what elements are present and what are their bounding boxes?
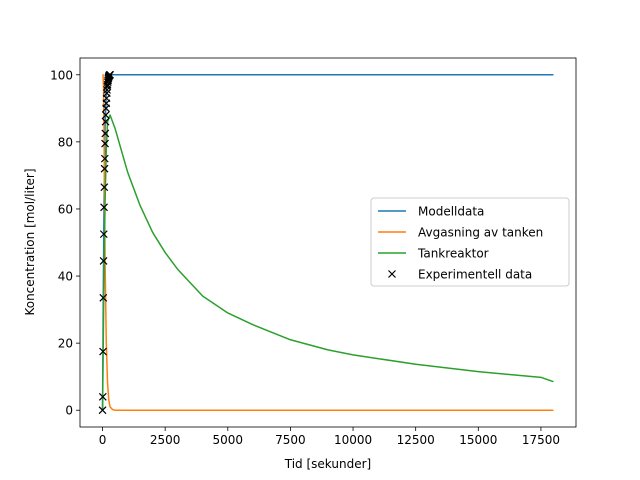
- data-point-marker: [106, 70, 114, 79]
- data-point-marker: [100, 164, 109, 173]
- y-tick-label: 40: [58, 270, 73, 284]
- data-point-marker: [100, 203, 108, 212]
- x-tick-label: 5000: [213, 433, 244, 447]
- legend: Modelldata Avgasning av tanken Tankreaktor…: [370, 197, 570, 287]
- legend-label: Experimentell data: [418, 268, 532, 282]
- axes: 0 2500 5000 7500 10000 12500 15000 17500 0 20 40 60…: [50, 57, 577, 447]
- series-group: [98, 70, 554, 415]
- data-point-marker: [98, 406, 107, 415]
- x-tick-label: 15000: [459, 433, 497, 447]
- x-tick-label: 12500: [397, 433, 435, 447]
- x-axis-label: Tid [sekunder]: [284, 457, 371, 471]
- y-tick-label: 0: [65, 404, 73, 418]
- axes-frame: [79, 57, 577, 428]
- plot-area: [98, 70, 554, 415]
- data-point-marker: [101, 111, 110, 119]
- legend-label: Modelldata: [418, 205, 484, 219]
- data-point-marker: [101, 117, 110, 126]
- data-point-marker: [102, 89, 111, 98]
- legend-label: Tankreaktor: [417, 247, 489, 261]
- x-tick-label: 0: [99, 433, 107, 447]
- legend-label: Avgasning av tanken: [418, 226, 543, 240]
- legend-marker-swatch: [388, 270, 396, 278]
- data-point-marker: [100, 154, 109, 163]
- x-tick-label: 17500: [522, 433, 560, 447]
- data-point-marker: [99, 347, 107, 356]
- x-tick-label: 2500: [150, 433, 181, 447]
- legend-box: [370, 197, 570, 287]
- y-tick-label: 80: [58, 135, 73, 149]
- y-axis-label: Koncentration [mol/liter]: [23, 168, 37, 315]
- data-point-marker: [98, 392, 107, 401]
- data-point-marker: [101, 129, 110, 138]
- data-point-marker: [100, 183, 109, 192]
- y-tick-label: 100: [50, 68, 73, 82]
- x-tick-label: 10000: [334, 433, 372, 447]
- data-point-marker: [101, 139, 109, 148]
- y-tick-label: 60: [58, 202, 73, 216]
- data-point-marker: [99, 230, 108, 239]
- series-line-0: [101, 74, 554, 411]
- data-point-marker: [99, 257, 108, 265]
- y-tick-label: 20: [58, 337, 73, 351]
- data-point-marker: [99, 293, 108, 302]
- x-tick-label: 7500: [275, 433, 306, 447]
